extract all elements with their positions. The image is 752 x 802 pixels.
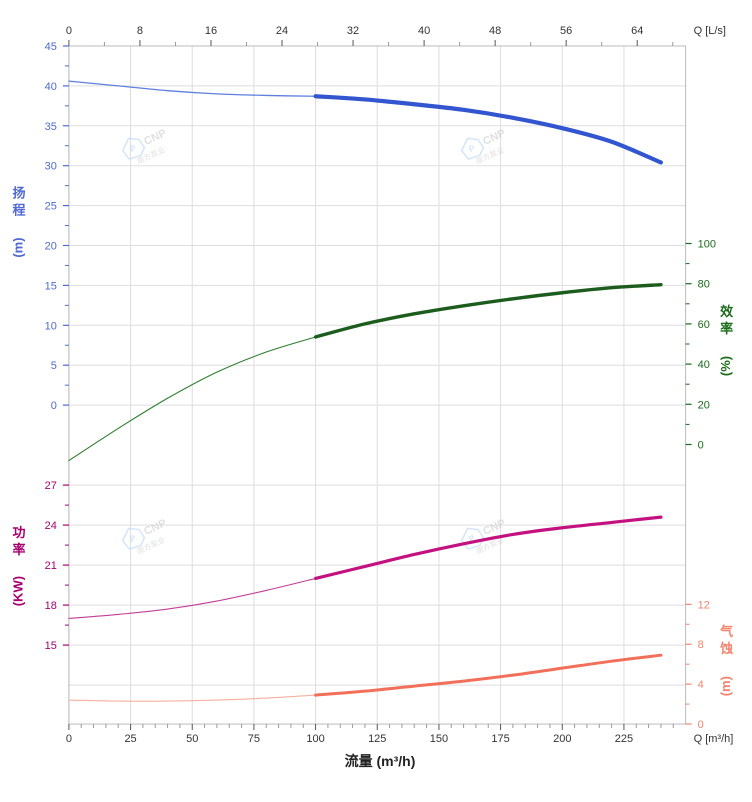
svg-text:18: 18: [45, 600, 57, 612]
svg-text:80: 80: [698, 279, 710, 291]
svg-text:20: 20: [698, 399, 710, 411]
svg-text:20: 20: [45, 240, 57, 252]
svg-text:24: 24: [276, 25, 288, 37]
svg-text:(m): (m): [718, 676, 733, 696]
svg-text:16: 16: [205, 25, 217, 37]
svg-text:15: 15: [45, 280, 57, 292]
svg-text:150: 150: [430, 733, 448, 745]
svg-text:40: 40: [45, 81, 57, 93]
svg-text:45: 45: [45, 41, 57, 53]
svg-text:40: 40: [698, 359, 710, 371]
svg-text:效: 效: [720, 304, 734, 319]
svg-text:100: 100: [306, 733, 324, 745]
svg-text:125: 125: [368, 733, 386, 745]
svg-text:25: 25: [45, 201, 57, 213]
svg-text:15: 15: [45, 640, 57, 652]
svg-text:24: 24: [45, 520, 57, 532]
svg-text:35: 35: [45, 121, 57, 133]
svg-text:扬: 扬: [12, 186, 25, 201]
svg-text:12: 12: [698, 599, 710, 611]
svg-text:蚀: 蚀: [719, 641, 733, 656]
svg-text:0: 0: [51, 400, 57, 412]
svg-text:气: 气: [720, 624, 733, 639]
svg-text:40: 40: [418, 25, 430, 37]
svg-text:50: 50: [186, 733, 198, 745]
svg-text:64: 64: [631, 25, 643, 37]
svg-text:8: 8: [137, 25, 143, 37]
svg-text:率: 率: [720, 321, 733, 336]
svg-text:200: 200: [553, 733, 571, 745]
svg-text:25: 25: [124, 733, 136, 745]
svg-text:175: 175: [491, 733, 509, 745]
svg-text:32: 32: [347, 25, 359, 37]
svg-text:率: 率: [12, 542, 25, 557]
svg-text:0: 0: [66, 25, 72, 37]
svg-text:Q [L/s]: Q [L/s]: [694, 25, 726, 37]
svg-text:(m): (m): [10, 237, 25, 257]
svg-text:0: 0: [66, 733, 72, 745]
svg-text:Q [m³/h]: Q [m³/h]: [694, 733, 734, 745]
svg-text:56: 56: [560, 25, 572, 37]
svg-text:30: 30: [45, 161, 57, 173]
svg-text:10: 10: [45, 320, 57, 332]
svg-text:4: 4: [698, 679, 704, 691]
svg-text:(%): (%): [718, 356, 733, 376]
svg-text:48: 48: [489, 25, 501, 37]
svg-text:60: 60: [698, 319, 710, 331]
svg-text:225: 225: [615, 733, 633, 745]
svg-text:0: 0: [698, 719, 704, 731]
svg-text:27: 27: [45, 480, 57, 492]
svg-text:5: 5: [51, 360, 57, 372]
svg-text:75: 75: [248, 733, 260, 745]
svg-text:流量 (m³/h): 流量 (m³/h): [345, 753, 416, 769]
svg-text:100: 100: [698, 239, 716, 251]
svg-text:(KW): (KW): [10, 576, 25, 606]
svg-text:功: 功: [12, 525, 25, 540]
svg-text:0: 0: [698, 440, 704, 452]
svg-text:程: 程: [12, 203, 25, 218]
svg-text:21: 21: [45, 560, 57, 572]
svg-text:8: 8: [698, 639, 704, 651]
